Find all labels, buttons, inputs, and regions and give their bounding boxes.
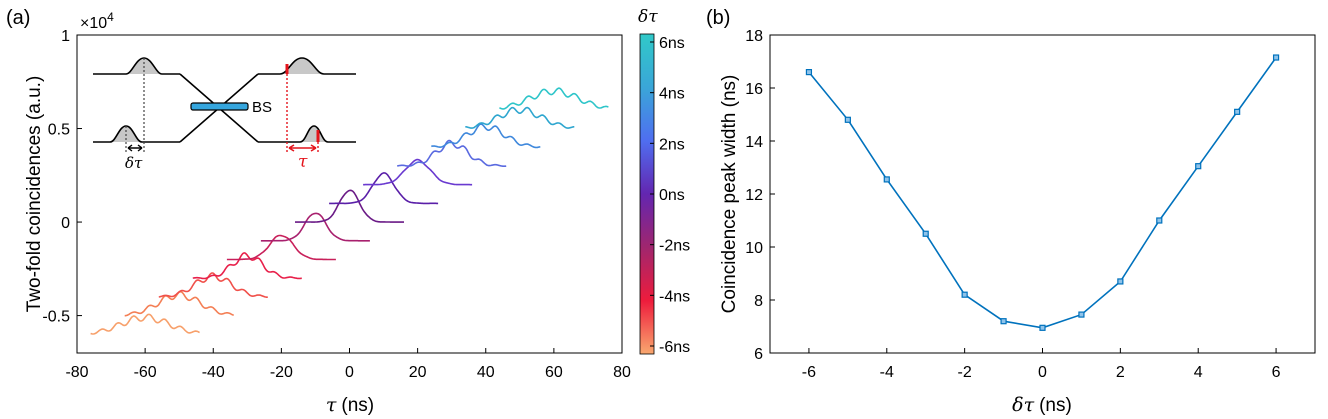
a-y-exponent-base: ×10 — [80, 15, 107, 32]
b-x-tick-label: 6 — [1272, 364, 1281, 381]
a-x-axis-label-symbol: τ — [326, 394, 337, 416]
b-x-axis-label-unit: (ns) — [1039, 395, 1072, 416]
a-traces — [90, 87, 609, 335]
a-x-tick-label: 20 — [409, 364, 427, 381]
trace-delay--5 — [124, 290, 235, 317]
b-y-axis-label: Coincidence peak width (ns) — [719, 75, 740, 314]
trace-delay-4 — [431, 123, 541, 149]
b-y-tick-label: 12 — [745, 187, 763, 204]
b-x-tick-label: 2 — [1116, 364, 1125, 381]
a-x-axis-label: τ (ns) — [326, 394, 374, 416]
b-x-tick-label: 4 — [1194, 364, 1203, 381]
inset-pulse-bottom-left — [93, 125, 180, 143]
a-y-tick-label: 1 — [61, 28, 70, 45]
b-y-tick-label: 6 — [754, 346, 763, 363]
inset-pulse-top-right — [258, 57, 356, 75]
colorbar-label: 0ns — [659, 187, 685, 204]
b-point--4 — [883, 176, 890, 183]
inset-pulse-bottom-right — [258, 125, 356, 143]
panel-b-label: (b) — [706, 7, 730, 29]
panel-a-label: (a) — [6, 7, 30, 29]
colorbar-label: 2ns — [659, 136, 685, 153]
a-x-tick-label: -40 — [202, 364, 225, 381]
colorbar: δτ 6ns 4ns 2ns 0ns -2ns -4ns -6ns — [638, 7, 690, 356]
b-y-tick-label: 16 — [745, 81, 763, 98]
b-y-tick-label: 14 — [745, 134, 763, 151]
trace-delay-1 — [329, 172, 439, 205]
inset-pulse-top-left — [93, 57, 180, 75]
panel-a: (a) -80 -60 -40 -20 0 20 40 60 80-0.500.51 ×104 … — [6, 7, 690, 416]
colorbar-label: -6ns — [659, 339, 690, 356]
b-y-tick-label: 8 — [754, 293, 763, 310]
trace-delay--1 — [260, 212, 370, 242]
a-y-tick-label: 0 — [61, 215, 70, 232]
colorbar-label: -4ns — [659, 288, 690, 305]
colorbar-label: -2ns — [659, 238, 690, 255]
trace-delay-6 — [499, 87, 609, 110]
tau-symbol: τ — [298, 152, 308, 172]
b-x-axis-label-symbol: δτ — [1012, 394, 1034, 416]
b-point-3 — [1156, 217, 1163, 224]
beam-splitter-label: BS — [252, 99, 272, 116]
delay-symbol: δτ — [125, 154, 143, 172]
a-x-tick-label: 80 — [613, 364, 631, 381]
a-x-tick-label: -60 — [134, 364, 157, 381]
tau-arrow — [288, 144, 317, 152]
trace-delay--3 — [192, 252, 302, 280]
a-x-tick-label: 60 — [545, 364, 563, 381]
trace-delay-0 — [295, 189, 404, 223]
colorbar-title: δτ — [638, 7, 658, 27]
a-y-exponent-power: 4 — [107, 10, 114, 24]
b-x-tick-label: -4 — [880, 364, 894, 381]
trace-delay--2 — [226, 234, 336, 261]
trace-delay--4 — [158, 272, 268, 298]
b-point-5 — [1234, 108, 1241, 115]
b-plot-frame — [769, 34, 1316, 354]
colorbar-label: 4ns — [659, 86, 685, 103]
b-x-axis-label: δτ (ns) — [1012, 394, 1072, 416]
b-axis-ticks: -6 -4 -2 0 2 4 6 6 8 10 12 14 16 18 — [745, 28, 1280, 381]
colorbar-label: 6ns — [659, 35, 685, 52]
a-x-tick-label: 40 — [477, 364, 495, 381]
b-point--5 — [844, 116, 851, 123]
a-axis-ticks: -80 -60 -40 -20 0 20 40 60 80 -0.5 0 0.5 1 — [42, 28, 631, 381]
trace-delay-2 — [363, 158, 473, 186]
b-x-tick-label: -2 — [958, 364, 972, 381]
beam-splitter — [190, 102, 249, 111]
b-point-6 — [1272, 54, 1280, 61]
a-x-axis-label-unit: (ns) — [341, 395, 374, 416]
trace-delay--6 — [90, 313, 200, 335]
b-series-line — [808, 57, 1277, 329]
a-y-tick-label: 0.5 — [48, 122, 70, 139]
b-point--6 — [805, 68, 813, 76]
colorbar-labels: 6ns 4ns 2ns 0ns -2ns -4ns -6ns — [650, 35, 690, 356]
b-point-1 — [1078, 311, 1085, 318]
b-y-tick-label: 10 — [745, 240, 763, 257]
b-x-tick-label: -6 — [802, 364, 816, 381]
a-x-tick-label: -80 — [65, 364, 88, 381]
b-point--3 — [922, 230, 929, 237]
b-point-4 — [1195, 163, 1202, 170]
b-x-tick-label: 0 — [1038, 364, 1047, 381]
a-x-tick-label: -20 — [270, 364, 293, 381]
delay-arrow — [127, 144, 143, 152]
a-y-axis-label: Two-fold coincidences (a.u.) — [24, 76, 45, 313]
b-point--1 — [1000, 318, 1007, 325]
a-y-tick-label: -0.5 — [42, 309, 70, 326]
panel-b: (b) -6 -4 -2 0 2 4 6 6 8 10 12 14 16 18 Coincidence p… — [706, 7, 1316, 416]
b-point--2 — [961, 291, 968, 298]
trace-delay-5 — [465, 106, 575, 129]
b-point-0 — [1039, 324, 1046, 331]
b-point-2 — [1117, 278, 1124, 285]
inset-schematic: BS δτ τ — [93, 57, 356, 172]
b-y-tick-label: 18 — [745, 28, 763, 45]
a-x-tick-label: 0 — [345, 364, 354, 381]
b-series — [805, 54, 1280, 331]
a-y-exponent: ×104 — [80, 10, 114, 32]
